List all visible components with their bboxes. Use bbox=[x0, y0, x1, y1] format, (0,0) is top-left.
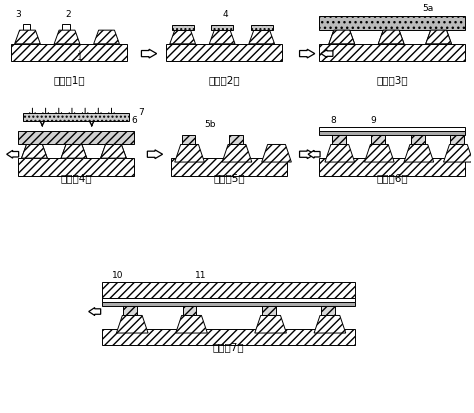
Text: （工则2）: （工则2） bbox=[209, 75, 240, 85]
Bar bbox=[166, 44, 283, 62]
Text: （工则5）: （工则5） bbox=[213, 173, 245, 184]
Bar bbox=[450, 135, 465, 145]
Bar bbox=[411, 135, 425, 145]
Polygon shape bbox=[378, 30, 404, 44]
Polygon shape bbox=[329, 30, 355, 44]
Polygon shape bbox=[308, 150, 320, 158]
Polygon shape bbox=[249, 30, 274, 44]
Text: （工则6）: （工则6） bbox=[376, 173, 408, 184]
Bar bbox=[23, 24, 30, 30]
Bar bbox=[319, 158, 465, 176]
Polygon shape bbox=[7, 150, 18, 158]
Polygon shape bbox=[210, 30, 235, 44]
Polygon shape bbox=[444, 145, 473, 162]
Polygon shape bbox=[15, 30, 40, 44]
Polygon shape bbox=[61, 145, 87, 158]
Text: 6: 6 bbox=[131, 116, 137, 125]
Bar bbox=[171, 158, 287, 176]
Bar bbox=[11, 44, 128, 62]
Text: （工则1）: （工则1） bbox=[53, 75, 85, 85]
Bar bbox=[319, 127, 465, 131]
Polygon shape bbox=[426, 30, 451, 44]
Bar bbox=[101, 298, 355, 302]
Bar bbox=[23, 113, 129, 121]
Text: （工则4）: （工则4） bbox=[60, 173, 92, 184]
Text: 7: 7 bbox=[138, 108, 144, 117]
Polygon shape bbox=[147, 150, 163, 159]
Polygon shape bbox=[300, 49, 315, 58]
Bar bbox=[229, 135, 243, 145]
Text: 11: 11 bbox=[195, 271, 206, 280]
Polygon shape bbox=[365, 145, 394, 162]
Bar bbox=[18, 131, 134, 145]
Bar bbox=[123, 306, 137, 316]
Bar bbox=[211, 25, 233, 30]
Polygon shape bbox=[61, 145, 87, 158]
Bar bbox=[319, 44, 465, 62]
Polygon shape bbox=[89, 308, 100, 316]
Text: 5b: 5b bbox=[205, 120, 216, 129]
Polygon shape bbox=[21, 145, 47, 158]
Polygon shape bbox=[94, 30, 119, 44]
Bar bbox=[251, 25, 273, 30]
Polygon shape bbox=[100, 145, 126, 158]
Text: 3: 3 bbox=[16, 10, 21, 19]
Bar bbox=[182, 135, 195, 145]
Text: 9: 9 bbox=[371, 116, 376, 125]
Bar bbox=[62, 24, 70, 30]
Polygon shape bbox=[404, 145, 434, 162]
Text: 5a: 5a bbox=[422, 4, 433, 13]
Text: （工则7）: （工则7） bbox=[212, 343, 244, 353]
Polygon shape bbox=[378, 30, 404, 44]
Bar bbox=[172, 25, 193, 30]
Text: 10: 10 bbox=[112, 271, 123, 280]
Polygon shape bbox=[314, 316, 346, 333]
Polygon shape bbox=[222, 145, 252, 162]
Bar bbox=[319, 131, 465, 135]
Text: 4: 4 bbox=[222, 10, 228, 19]
Polygon shape bbox=[100, 145, 126, 158]
Bar bbox=[321, 306, 335, 316]
Bar bbox=[101, 282, 355, 298]
Polygon shape bbox=[21, 145, 47, 158]
Polygon shape bbox=[175, 145, 204, 162]
Polygon shape bbox=[329, 30, 355, 44]
Text: 2: 2 bbox=[65, 10, 71, 19]
Polygon shape bbox=[117, 316, 148, 333]
Polygon shape bbox=[325, 145, 355, 162]
Polygon shape bbox=[321, 50, 333, 57]
Polygon shape bbox=[426, 30, 451, 44]
Polygon shape bbox=[54, 30, 80, 44]
Bar bbox=[319, 17, 465, 30]
Bar bbox=[101, 329, 355, 345]
Polygon shape bbox=[141, 49, 156, 58]
Text: 1: 1 bbox=[77, 53, 83, 62]
Polygon shape bbox=[170, 30, 195, 44]
Polygon shape bbox=[262, 145, 292, 162]
Text: 8: 8 bbox=[330, 116, 336, 125]
Polygon shape bbox=[255, 316, 286, 333]
Bar bbox=[101, 302, 355, 306]
Bar bbox=[262, 306, 275, 316]
Bar bbox=[332, 135, 346, 145]
Bar bbox=[18, 158, 134, 176]
Bar bbox=[182, 306, 197, 316]
Text: （工则3）: （工则3） bbox=[376, 75, 408, 85]
Polygon shape bbox=[176, 316, 207, 333]
Polygon shape bbox=[300, 150, 315, 159]
Bar bbox=[372, 135, 385, 145]
